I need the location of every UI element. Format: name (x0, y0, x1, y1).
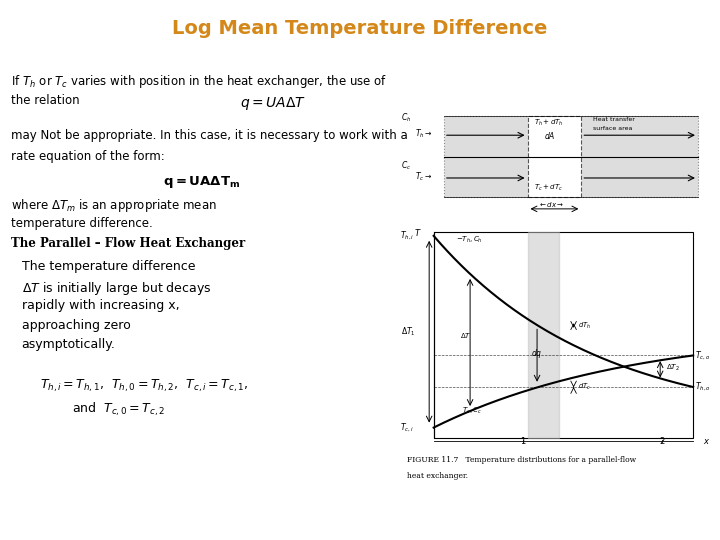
Text: approaching zero: approaching zero (22, 319, 130, 332)
Text: The temperature difference: The temperature difference (22, 260, 195, 273)
Text: the relation: the relation (11, 94, 79, 107)
Text: $T_{c,o}$: $T_{c,o}$ (695, 349, 711, 362)
Text: $T_{h,i}$: $T_{h,i}$ (400, 230, 414, 242)
Text: If $T_h$ or $T_c$ varies with position in the heat exchanger, the use of: If $T_h$ or $T_c$ varies with position i… (11, 73, 387, 90)
Text: $T_{h,i} = T_{h,1}$,  $T_{h,0} = T_{h,2}$,  $T_{c,i} =T_{c,1}$,: $T_{h,i} = T_{h,1}$, $T_{h,0} = T_{h,2}$… (40, 378, 248, 394)
Text: may Not be appropriate. In this case, it is necessary to work with a: may Not be appropriate. In this case, it… (11, 129, 408, 141)
Text: $\leftarrow dx \rightarrow$: $\leftarrow dx \rightarrow$ (539, 200, 564, 209)
Text: $T_c, C_c$: $T_c, C_c$ (462, 406, 482, 416)
Text: and  $T_{c,0} = T_{c,2}$: and $T_{c,0} = T_{c,2}$ (72, 401, 165, 418)
Bar (433, 232, 693, 438)
Text: $-T_h, C_h$: $-T_h, C_h$ (456, 235, 482, 245)
Text: $dT_h$: $dT_h$ (578, 320, 591, 330)
Text: $\Delta T$: $\Delta T$ (460, 332, 472, 340)
Text: asymptotically.: asymptotically. (22, 338, 115, 351)
Text: $C_c$: $C_c$ (401, 159, 411, 172)
Text: $\Delta T_1$: $\Delta T_1$ (401, 326, 416, 338)
Text: where $\Delta T_m$ is an appropriate mean: where $\Delta T_m$ is an appropriate mea… (11, 197, 217, 214)
Text: $dA$: $dA$ (544, 130, 556, 141)
Text: $\Delta T$ is initially large but decays: $\Delta T$ is initially large but decays (22, 280, 211, 296)
Text: $dT_c$: $dT_c$ (578, 382, 591, 393)
Text: $T_c \rightarrow$: $T_c \rightarrow$ (415, 171, 433, 184)
Text: $\mathbf{q = UA\Delta T_m}$: $\mathbf{q = UA\Delta T_m}$ (163, 174, 240, 190)
Text: $T_c + dT_c$: $T_c + dT_c$ (534, 183, 562, 193)
Text: The Parallel – Flow Heat Exchanger: The Parallel – Flow Heat Exchanger (11, 237, 245, 249)
Text: 1: 1 (521, 437, 526, 445)
Text: $T_h \rightarrow$: $T_h \rightarrow$ (415, 127, 433, 140)
Text: $q = UA\Delta T$: $q = UA\Delta T$ (240, 94, 307, 111)
Text: $\Delta T_2$: $\Delta T_2$ (665, 362, 680, 373)
Bar (444, 116, 698, 197)
Text: rapidly with increasing x,: rapidly with increasing x, (22, 299, 179, 312)
Text: FIGURE 11.7   Temperature distributions for a parallel-flow: FIGURE 11.7 Temperature distributions fo… (407, 456, 636, 464)
Text: surface area: surface area (593, 126, 633, 131)
Text: $T_h + dT_h$: $T_h + dT_h$ (534, 118, 563, 128)
Text: $x$: $x$ (703, 437, 710, 447)
Text: $T$: $T$ (414, 227, 421, 238)
Text: $dq$: $dq$ (531, 347, 543, 360)
Text: 2: 2 (660, 437, 665, 445)
Text: Log Mean Temperature Difference: Log Mean Temperature Difference (172, 19, 548, 38)
Text: temperature difference.: temperature difference. (11, 217, 153, 230)
Text: $C_h$: $C_h$ (400, 112, 411, 124)
Text: Heat transfer: Heat transfer (593, 117, 635, 122)
Text: $T_{c,i}$: $T_{c,i}$ (400, 421, 414, 434)
Text: rate equation of the form:: rate equation of the form: (11, 150, 165, 163)
Bar (528, 116, 581, 197)
Text: $T_{h,o}$: $T_{h,o}$ (695, 381, 711, 393)
Bar (528, 232, 559, 438)
Text: heat exchanger.: heat exchanger. (407, 472, 468, 481)
